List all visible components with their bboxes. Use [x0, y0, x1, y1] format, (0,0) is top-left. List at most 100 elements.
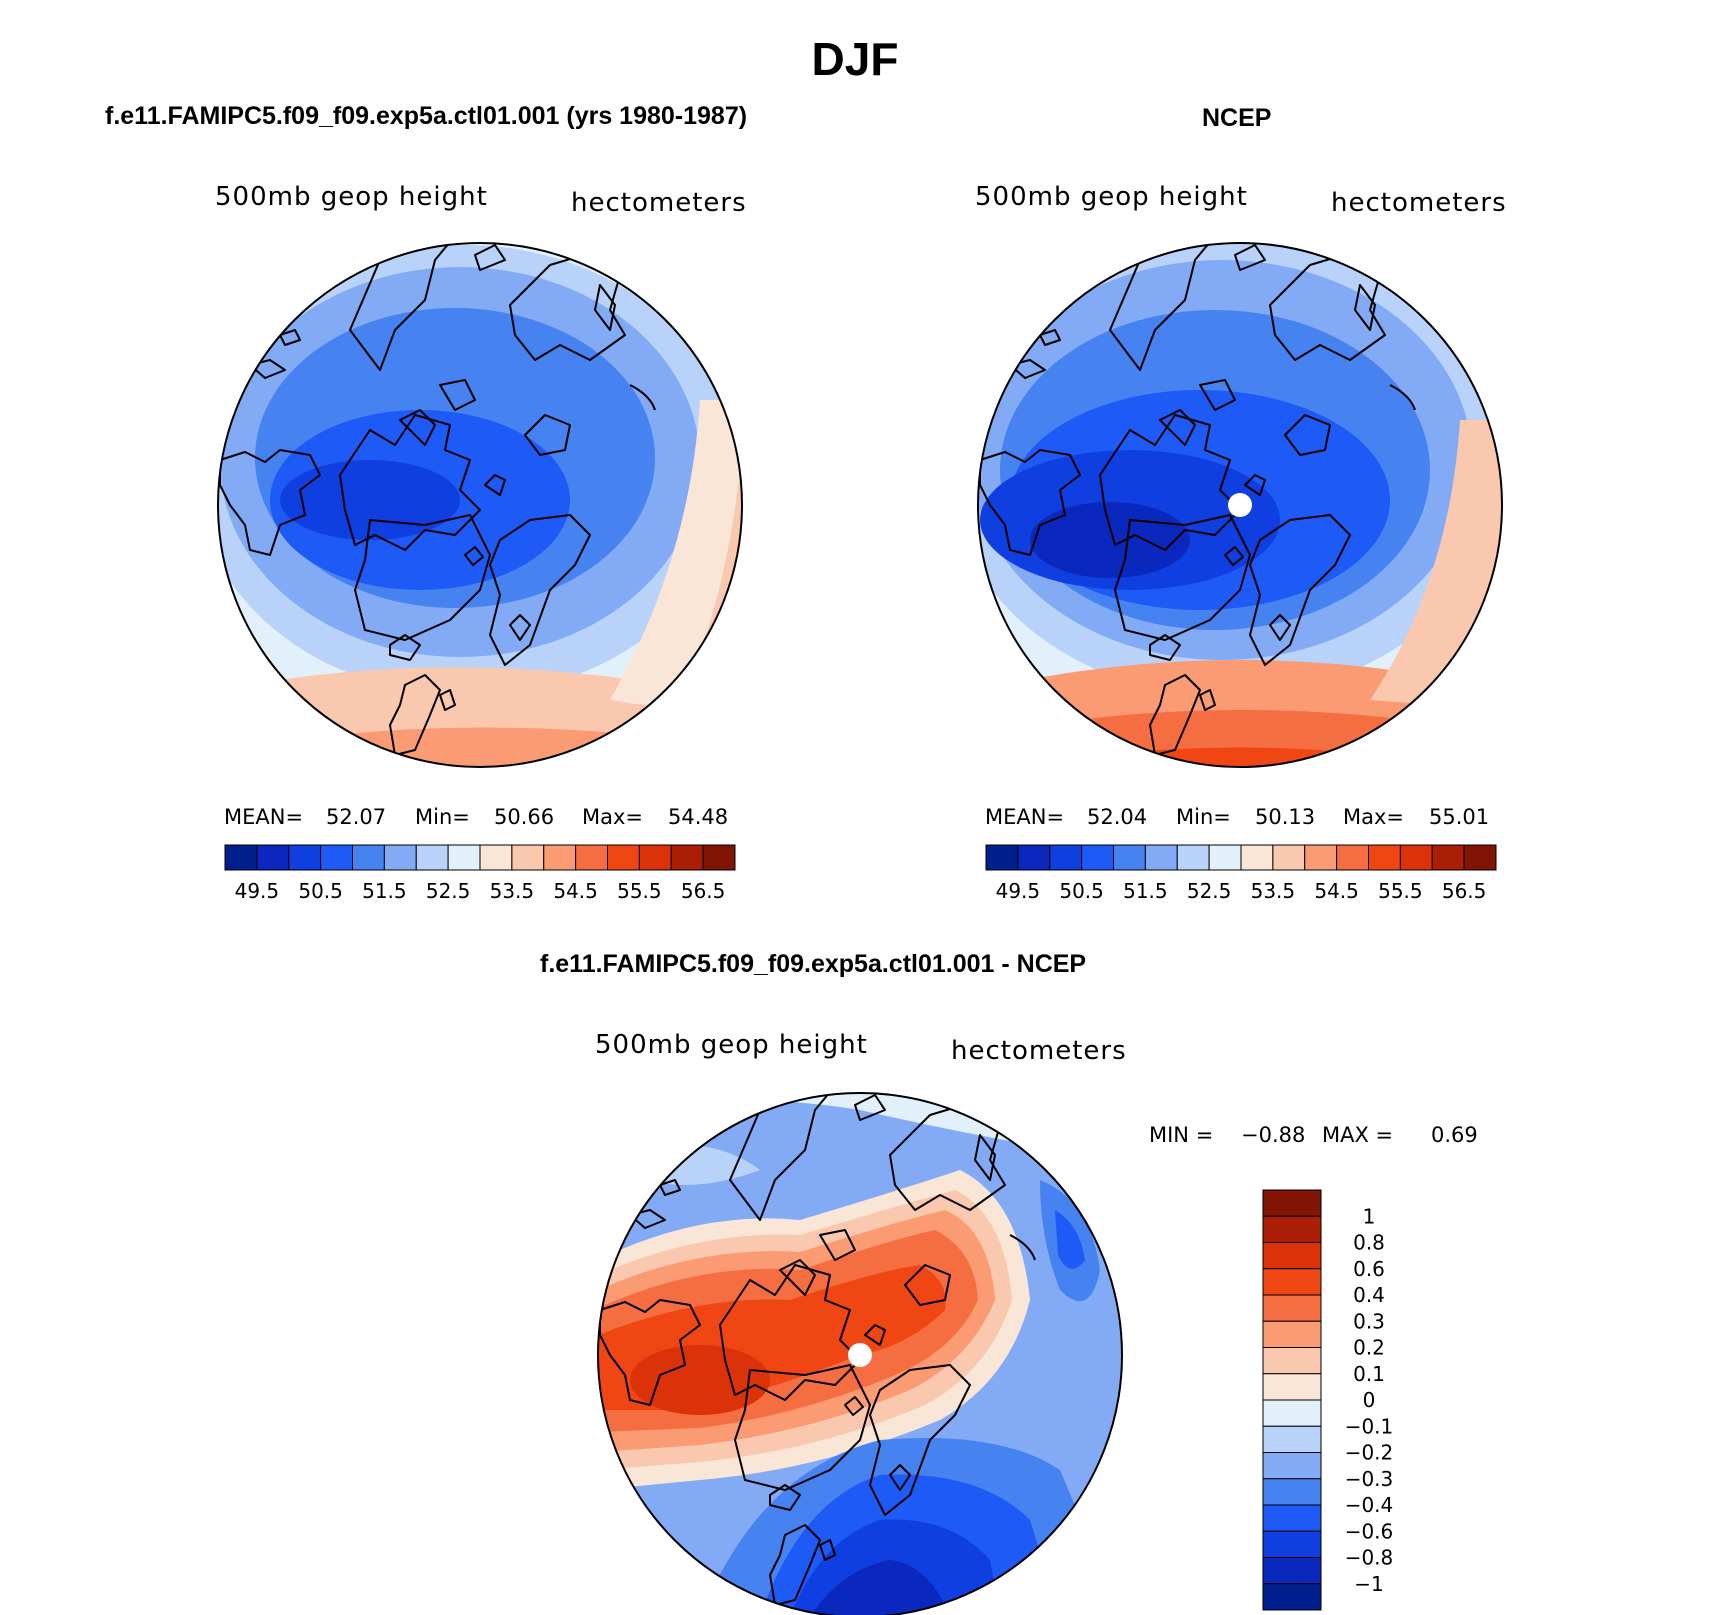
- model-map: [217, 242, 743, 768]
- diff-colorbar-tick-label: 0.3: [1353, 1309, 1385, 1333]
- diff-max-label: MAX =: [1322, 1123, 1394, 1147]
- colorbars: 49.5 50.5 51.5 52.5 53.5 54.5 55.5 56.5 49.5 50.5…: [224, 844, 1497, 1611]
- diff-colorbar-tick-label: −0.6: [1345, 1519, 1394, 1543]
- ncep-colorbar-swatch: [1240, 844, 1274, 871]
- model-colorbar-tick-label: 56.5: [681, 879, 726, 903]
- model-colorbar-tick-label: 52.5: [426, 879, 471, 903]
- ncep-colorbar-tick-label: 49.5: [996, 879, 1041, 903]
- diff-colorbar-tick-label: 0: [1363, 1388, 1376, 1412]
- ncep-mean-label: MEAN=: [985, 805, 1065, 829]
- diff-colorbar-tick-label: −0.8: [1345, 1546, 1394, 1570]
- diff-colorbar-tick-label: 0.2: [1353, 1336, 1385, 1360]
- ncep-mean-value: 52.04: [1087, 805, 1148, 829]
- model-colorbar-swatch: [479, 844, 513, 871]
- diff-colorbar-swatch: [1262, 1583, 1322, 1611]
- ncep-map: [977, 242, 1503, 768]
- model-min-label: Min=: [415, 805, 470, 829]
- ncep-min-value: 50.13: [1255, 805, 1316, 829]
- model-colorbar-tick-label: 54.5: [553, 879, 598, 903]
- diff-colorbar-tick-label: 0.6: [1353, 1257, 1385, 1281]
- diff-colorbar-swatch: [1262, 1557, 1322, 1585]
- ncep-min-label: Min=: [1176, 805, 1231, 829]
- ncep-colorbar-tick-label: 53.5: [1251, 879, 1296, 903]
- ncep-colorbar-swatch: [1431, 844, 1465, 871]
- model-colorbar-tick-label: 51.5: [362, 879, 407, 903]
- diff-colorbar-swatch: [1262, 1268, 1322, 1296]
- model-colorbar-swatch: [638, 844, 672, 871]
- model-colorbar-swatch: [575, 844, 608, 871]
- diff-colorbar-swatch: [1262, 1373, 1322, 1401]
- ncep-colorbar-swatch: [1208, 844, 1242, 871]
- model-min-value: 50.66: [494, 805, 555, 829]
- model-colorbar-swatch: [288, 844, 322, 871]
- diff-colorbar-tick-label: −0.3: [1345, 1467, 1394, 1491]
- model-max-value: 54.48: [668, 805, 729, 829]
- diff-colorbar-swatch: [1262, 1242, 1322, 1270]
- model-colorbar-swatch: [352, 844, 385, 871]
- model-mean-value: 52.07: [326, 805, 387, 829]
- model-colorbar-swatch: [447, 844, 481, 871]
- diff-min-label: MIN =: [1149, 1123, 1214, 1147]
- model-colorbar-swatch: [607, 844, 640, 871]
- model-colorbar-swatch: [320, 844, 353, 871]
- diff-colorbar-swatch: [1262, 1425, 1322, 1453]
- ncep-colorbar-tick-label: 54.5: [1314, 879, 1359, 903]
- diff-colorbar-tick-label: −0.4: [1345, 1493, 1394, 1517]
- model-colorbar-swatch: [511, 844, 545, 871]
- diff-colorbar-tick-label: 1: [1363, 1204, 1376, 1228]
- model-units-label: hectometers: [571, 188, 747, 218]
- model-mean-label: MEAN=: [224, 805, 304, 829]
- model-panel-title: f.e11.FAMIPC5.f09_f09.exp5a.ctl01.001 (y…: [105, 102, 748, 130]
- model-colorbar-swatch: [670, 844, 704, 871]
- figure-title: DJF: [811, 33, 899, 85]
- diff-colorbar-swatch: [1262, 1504, 1322, 1532]
- ncep-colorbar-swatch: [1049, 844, 1083, 871]
- diff-colorbar-swatch: [1262, 1215, 1322, 1243]
- model-variable-label: 500mb geop height: [215, 182, 488, 212]
- model-colorbar-tick-label: 50.5: [298, 879, 343, 903]
- ncep-panel-title: NCEP: [1202, 104, 1272, 132]
- ncep-variable-label: 500mb geop height: [975, 182, 1248, 212]
- ncep-colorbar-tick-label: 56.5: [1442, 879, 1487, 903]
- ncep-colorbar-swatch: [1144, 844, 1178, 871]
- diff-colorbar-swatch: [1262, 1399, 1322, 1427]
- diff-colorbar-swatch: [1262, 1294, 1322, 1322]
- model-max-label: Max=: [582, 805, 644, 829]
- ncep-colorbar-swatch: [1113, 844, 1146, 871]
- model-colorbar-tick-label: 53.5: [490, 879, 535, 903]
- ncep-colorbar-swatch: [985, 844, 1019, 871]
- ncep-pole-marker: [1228, 493, 1252, 517]
- ncep-colorbar-swatch: [1176, 844, 1210, 871]
- diff-max-value: 0.69: [1431, 1123, 1478, 1147]
- model-colorbar-tick-label: 49.5: [235, 879, 280, 903]
- diff-units-label: hectometers: [951, 1036, 1127, 1066]
- ncep-max-label: Max=: [1343, 805, 1405, 829]
- ncep-colorbar-swatch: [1463, 844, 1497, 871]
- ncep-colorbar-tick-label: 50.5: [1059, 879, 1104, 903]
- diff-colorbar-tick-label: 0.1: [1353, 1362, 1385, 1386]
- model-colorbar-swatch: [415, 844, 449, 871]
- diff-panel-title: f.e11.FAMIPC5.f09_f09.exp5a.ctl01.001 - …: [540, 950, 1087, 978]
- diff-colorbar-tick-label: −0.1: [1345, 1414, 1394, 1438]
- model-colorbar-swatch: [702, 844, 736, 871]
- model-colorbar-swatch: [224, 844, 258, 871]
- ncep-colorbar-tick-label: 52.5: [1187, 879, 1232, 903]
- model-colorbar-tick-label: 55.5: [617, 879, 662, 903]
- ncep-colorbar-swatch: [1368, 844, 1401, 871]
- ncep-colorbar-swatch: [1336, 844, 1369, 871]
- diff-min-value: −0.88: [1241, 1123, 1306, 1147]
- ncep-colorbar-swatch: [1017, 844, 1051, 871]
- diff-variable-label: 500mb geop height: [595, 1030, 868, 1060]
- ncep-colorbar-tick-label: 55.5: [1378, 879, 1423, 903]
- diff-colorbar-tick-label: 0.8: [1353, 1231, 1385, 1255]
- diff-colorbar-swatch: [1262, 1478, 1322, 1506]
- diff-colorbar-tick-label: −0.2: [1345, 1441, 1394, 1465]
- difference-map: [597, 1092, 1123, 1615]
- ncep-max-value: 55.01: [1429, 805, 1490, 829]
- model-colorbar-swatch: [256, 844, 290, 871]
- diff-colorbar-swatch: [1262, 1452, 1322, 1480]
- ncep-colorbar-swatch: [1399, 844, 1433, 871]
- model-colorbar-swatch: [543, 844, 577, 871]
- ncep-colorbar-tick-label: 51.5: [1123, 879, 1168, 903]
- diff-colorbar-swatch: [1262, 1320, 1322, 1348]
